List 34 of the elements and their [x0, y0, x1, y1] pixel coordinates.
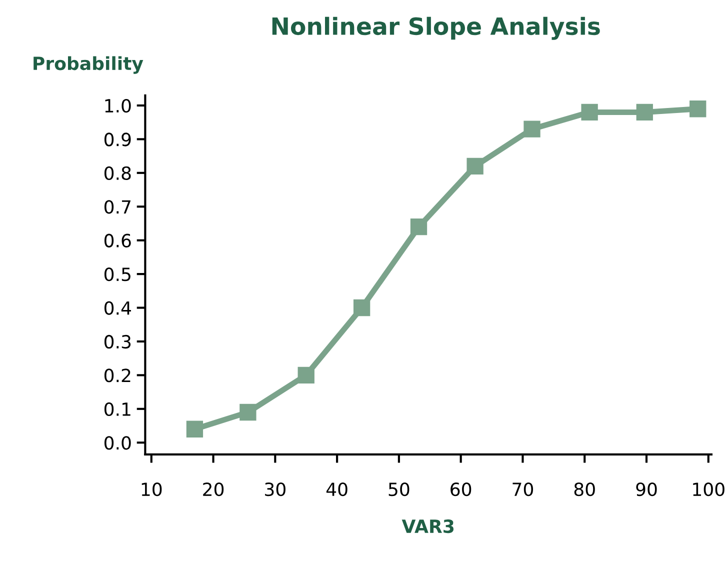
y-tick-label: 0.6	[104, 234, 131, 248]
chart-title: Nonlinear Slope Analysis	[272, 16, 600, 40]
point	[636, 104, 653, 121]
x-tick-label: 70	[512, 482, 534, 496]
point	[410, 218, 428, 236]
point	[581, 104, 598, 121]
x-tick-label: 90	[636, 482, 657, 496]
y-tick-label: 0.4	[104, 301, 131, 315]
point	[353, 299, 370, 316]
y-tick-label: 0.2	[104, 368, 130, 382]
point	[466, 158, 484, 174]
x-tick-label: 80	[574, 482, 595, 496]
x-tick-label: 20	[203, 482, 224, 496]
point	[298, 366, 314, 384]
x-tick-label: 50	[388, 482, 410, 496]
y-tick-label: 0.8	[104, 166, 131, 180]
y-axis-title: Probability	[34, 56, 144, 74]
x-tick-label: 30	[265, 482, 286, 496]
point	[240, 404, 256, 421]
y-tick-label: 1.0	[105, 98, 131, 113]
y-tick-label: 0.5	[104, 268, 130, 282]
x-tick-label: 10	[142, 482, 162, 496]
point	[690, 100, 706, 118]
x-tick-label: 40	[326, 482, 348, 496]
x-tick-label: 60	[450, 482, 472, 496]
x-tick-label: 100	[693, 482, 724, 496]
point	[524, 120, 540, 138]
y-tick-label: 0.7	[104, 200, 130, 214]
point	[186, 420, 204, 438]
x-axis-title: VAR3	[402, 519, 454, 534]
y-tick-label: 0.1	[104, 402, 130, 416]
y-tick-label: 0.9	[104, 132, 131, 146]
y-tick-label: 0.3	[104, 334, 131, 349]
y-tick-label: 0.0	[104, 436, 131, 450]
